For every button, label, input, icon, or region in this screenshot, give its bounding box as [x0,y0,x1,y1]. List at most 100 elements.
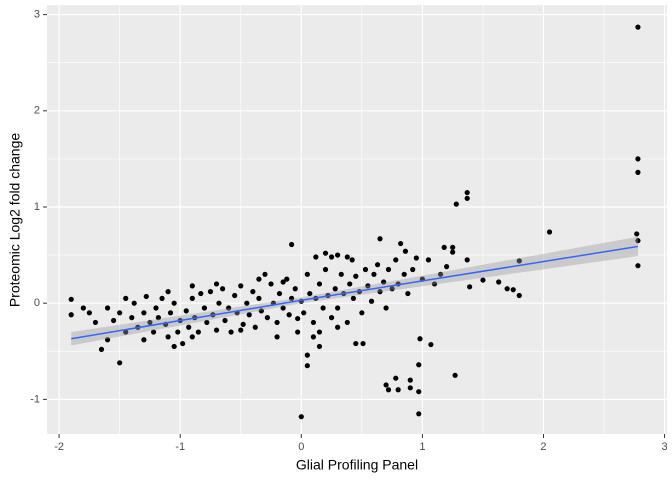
point [480,277,486,283]
point [417,336,423,342]
point [450,249,456,255]
point [274,334,280,340]
point [441,244,447,250]
point [92,319,99,326]
point [496,279,502,285]
point [316,343,323,350]
point [292,286,298,292]
point [111,317,117,324]
point [175,329,181,335]
point [322,266,329,273]
plot-layer [47,5,667,434]
point [402,248,409,254]
y-tick-label: -1 [30,393,40,405]
point [397,240,404,247]
point [68,296,74,302]
point [428,341,434,348]
y-tick-label: 3 [34,9,40,21]
point [165,289,171,295]
x-tick-label: 3 [662,441,668,453]
point [335,305,341,311]
point [316,281,323,287]
point [347,281,353,287]
point [219,286,226,292]
point [143,293,149,300]
point [359,310,365,316]
x-tick-label: 1 [419,441,425,453]
point [425,257,432,263]
point [377,289,383,295]
point [467,284,473,290]
point [322,250,329,256]
point [635,263,641,269]
point [353,273,359,279]
point [353,340,359,347]
point [171,343,177,350]
point [250,289,256,295]
point [344,254,350,260]
point [407,385,413,391]
point [183,308,189,314]
point [104,337,111,343]
point [153,305,159,311]
point [204,319,210,326]
point [213,327,220,333]
point [238,327,244,333]
point [123,295,129,301]
point [395,387,401,393]
point [368,298,375,304]
point [335,252,341,258]
point [453,201,459,207]
point [222,317,228,324]
point [216,300,222,306]
point [276,290,283,297]
point [289,295,295,301]
point [365,283,371,289]
point [256,295,262,301]
point [165,334,171,340]
point [180,340,186,347]
point [258,308,264,314]
panel [47,5,667,434]
point [381,279,387,285]
point [516,292,522,299]
point [389,286,395,292]
point [80,305,86,311]
point [407,377,413,383]
point [295,315,301,322]
point [123,329,129,335]
point [385,266,392,273]
point [360,340,366,347]
point [186,324,192,330]
x-tick-label: 2 [540,441,546,453]
point [198,290,204,297]
point [335,324,341,330]
point [155,315,162,321]
y-tick-label: 1 [34,201,40,213]
point [252,324,258,330]
point [268,281,274,287]
point [171,300,177,306]
point [546,229,553,235]
point [377,236,383,242]
point [264,315,270,321]
point [141,337,147,343]
point [189,283,195,289]
point [350,295,356,301]
point [405,290,411,297]
point [301,310,307,316]
point [207,289,214,295]
point [256,276,262,282]
point [410,266,416,273]
point [195,329,201,335]
point [413,255,419,261]
point [464,257,470,263]
point [304,352,310,358]
point [635,169,641,175]
point [304,363,310,369]
point [238,283,244,289]
point [129,315,135,321]
point [117,360,123,366]
x-tick-label: 0 [298,441,304,453]
